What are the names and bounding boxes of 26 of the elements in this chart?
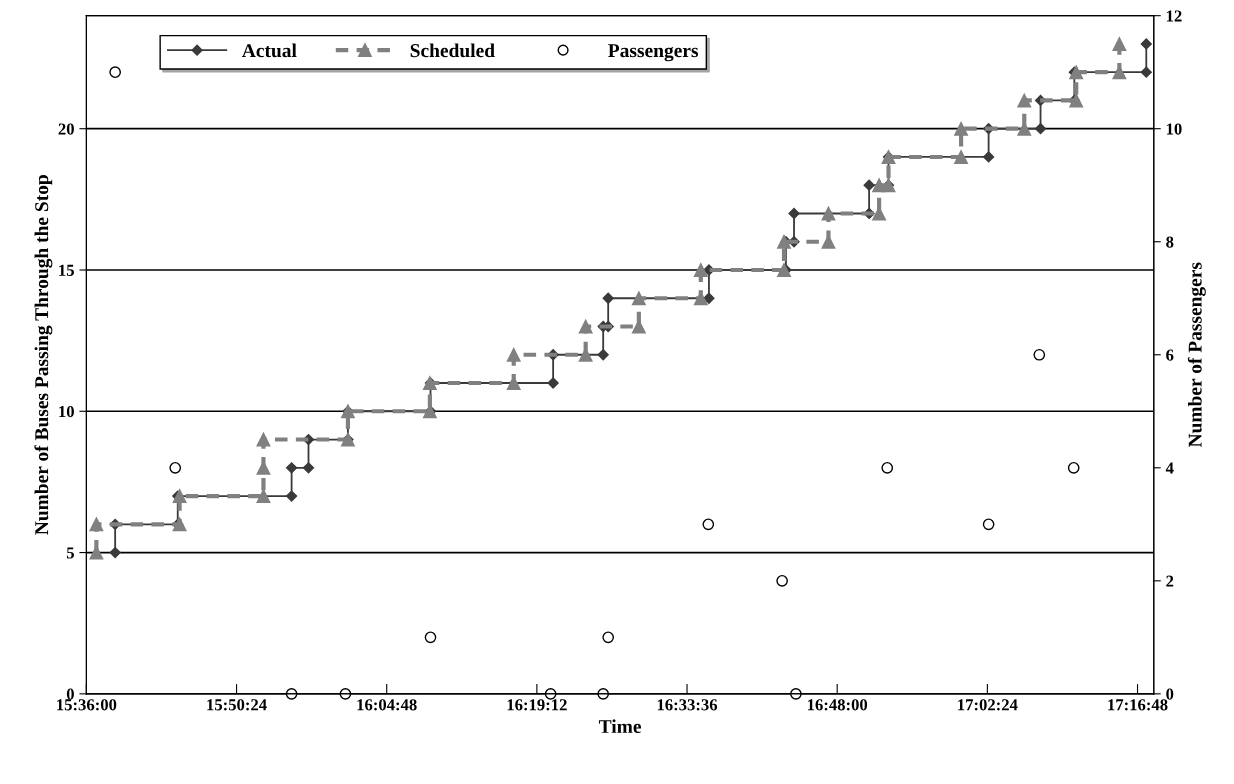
x-axis-title: Time: [598, 719, 642, 734]
y2-tick-label: 12: [1166, 10, 1182, 22]
y-tick-label: 5: [66, 547, 74, 559]
x-tick-label: 16:48:00: [807, 699, 868, 711]
y2-axis-title: Number of Passengers: [1187, 262, 1206, 448]
legend-label: Scheduled: [410, 43, 495, 58]
y2-tick-label: 6: [1166, 349, 1174, 361]
legend-label: Actual: [242, 43, 297, 58]
y2-tick-label: 0: [1166, 688, 1174, 700]
x-tick-label: 16:33:36: [657, 699, 718, 711]
x-tick-label: 16:04:48: [357, 699, 417, 711]
x-tick-label: 17:16:48: [1108, 699, 1168, 711]
y2-tick-label: 10: [1166, 123, 1182, 135]
y-tick-label: 20: [58, 123, 74, 135]
y-axis-title: Number of Buses Passing Through the Stop: [34, 175, 53, 535]
y2-tick-label: 8: [1166, 236, 1174, 248]
legend-label: Passengers: [608, 44, 699, 62]
y-tick-label: 0: [66, 688, 74, 700]
y2-tick-label: 4: [1165, 462, 1174, 474]
x-tick-label: 15:36:00: [57, 699, 117, 711]
x-tick-label: 16:19:12: [507, 699, 567, 711]
y-tick-label: 15: [59, 264, 74, 276]
y2-tick-label: 2: [1166, 575, 1174, 587]
x-tick-label: 15:50:24: [207, 699, 267, 711]
x-tick-label: 17:02:24: [958, 699, 1018, 711]
y-tick-label: 10: [59, 405, 74, 418]
